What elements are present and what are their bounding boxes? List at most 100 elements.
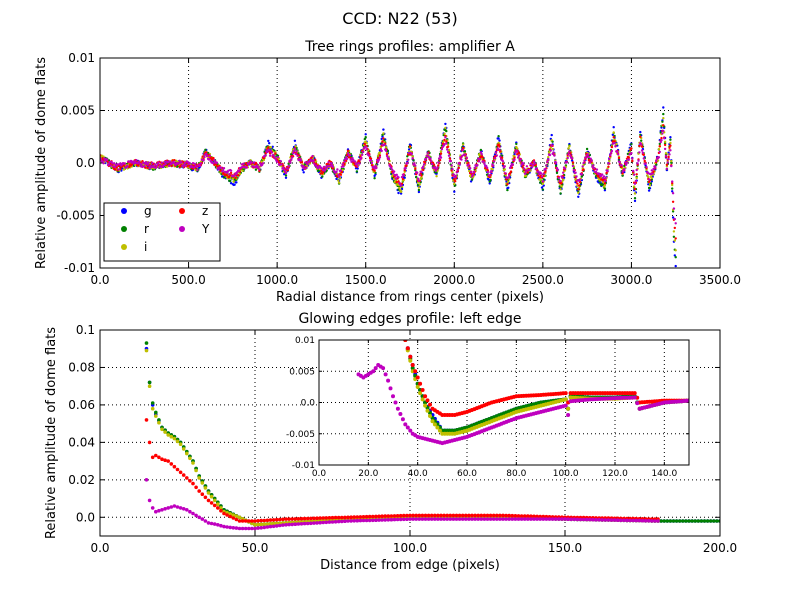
data-point bbox=[647, 189, 651, 192]
data-point bbox=[154, 166, 157, 170]
data-point bbox=[259, 162, 262, 165]
data-point bbox=[300, 164, 304, 167]
data-point bbox=[447, 148, 451, 152]
data-point bbox=[486, 170, 490, 174]
data-point bbox=[423, 403, 428, 408]
data-point bbox=[458, 163, 461, 166]
data-point bbox=[402, 174, 405, 177]
data-point bbox=[389, 514, 394, 518]
data-point bbox=[361, 150, 365, 154]
data-point bbox=[262, 525, 267, 530]
data-point bbox=[586, 153, 590, 156]
data-point bbox=[378, 156, 382, 159]
data-point bbox=[498, 517, 502, 521]
data-point bbox=[418, 173, 421, 177]
data-point bbox=[299, 522, 304, 526]
data-point bbox=[377, 518, 381, 522]
y-tick-label: 0.01 bbox=[295, 336, 315, 346]
data-point bbox=[247, 526, 251, 531]
x-axis-label: Radial distance from rings center (pixel… bbox=[276, 290, 544, 305]
data-point bbox=[253, 523, 257, 527]
data-point bbox=[390, 166, 393, 170]
data-point bbox=[268, 154, 272, 157]
data-point bbox=[408, 358, 413, 363]
data-point bbox=[603, 518, 608, 522]
data-point bbox=[577, 195, 580, 198]
data-point bbox=[393, 400, 398, 405]
data-point bbox=[608, 159, 611, 163]
data-point bbox=[313, 162, 316, 165]
data-point bbox=[216, 502, 220, 507]
data-point bbox=[544, 517, 549, 521]
data-point bbox=[667, 157, 670, 161]
data-point bbox=[522, 162, 525, 165]
data-point bbox=[635, 401, 640, 406]
data-point bbox=[516, 514, 521, 518]
data-point bbox=[584, 517, 589, 522]
data-point bbox=[516, 156, 520, 159]
data-point bbox=[630, 143, 633, 146]
data-point bbox=[395, 517, 400, 522]
data-point bbox=[433, 517, 437, 521]
data-point bbox=[539, 172, 543, 175]
data-point bbox=[526, 517, 530, 521]
data-point bbox=[188, 161, 191, 165]
data-point bbox=[219, 508, 223, 513]
data-point bbox=[467, 517, 471, 521]
data-point bbox=[445, 513, 450, 518]
data-point bbox=[155, 164, 158, 168]
data-point bbox=[585, 156, 588, 159]
data-point bbox=[304, 161, 307, 164]
data-point bbox=[509, 170, 513, 173]
data-point bbox=[446, 141, 450, 145]
data-point bbox=[281, 523, 285, 527]
data-point bbox=[401, 177, 405, 181]
data-point bbox=[643, 159, 646, 163]
data-point bbox=[169, 462, 174, 466]
data-point bbox=[346, 519, 350, 523]
data-point bbox=[625, 518, 629, 523]
data-point bbox=[183, 161, 187, 164]
data-point bbox=[464, 513, 468, 518]
data-point bbox=[451, 171, 454, 174]
data-point bbox=[612, 131, 615, 134]
data-point bbox=[175, 467, 180, 472]
data-point bbox=[392, 514, 397, 518]
data-point bbox=[633, 187, 637, 191]
data-point bbox=[358, 162, 361, 165]
data-point bbox=[284, 523, 288, 527]
data-point bbox=[643, 519, 648, 523]
data-point bbox=[450, 164, 453, 167]
data-point bbox=[280, 163, 283, 166]
data-point bbox=[491, 513, 496, 518]
data-point bbox=[408, 428, 413, 433]
data-point bbox=[634, 518, 639, 523]
data-point bbox=[668, 153, 671, 156]
data-point bbox=[601, 180, 605, 184]
data-point bbox=[178, 470, 183, 475]
data-point bbox=[510, 513, 515, 518]
data-point bbox=[400, 417, 405, 422]
data-point bbox=[571, 161, 575, 164]
data-point bbox=[663, 140, 667, 143]
data-point bbox=[310, 159, 313, 162]
data-point bbox=[541, 188, 545, 191]
data-point bbox=[119, 162, 122, 165]
data-point bbox=[510, 517, 515, 521]
data-point bbox=[203, 155, 206, 159]
data-point bbox=[252, 165, 255, 168]
data-point bbox=[513, 514, 518, 518]
data-point bbox=[436, 517, 440, 521]
data-point bbox=[296, 522, 301, 526]
data-point bbox=[631, 157, 634, 160]
data-point bbox=[408, 513, 412, 518]
data-point bbox=[411, 157, 414, 160]
data-point bbox=[289, 161, 292, 164]
data-point bbox=[429, 513, 434, 518]
data-point bbox=[141, 165, 144, 169]
data-point bbox=[198, 164, 202, 168]
data-point bbox=[638, 144, 641, 148]
data-point bbox=[533, 162, 537, 165]
data-point bbox=[647, 186, 651, 190]
data-point bbox=[352, 515, 357, 519]
